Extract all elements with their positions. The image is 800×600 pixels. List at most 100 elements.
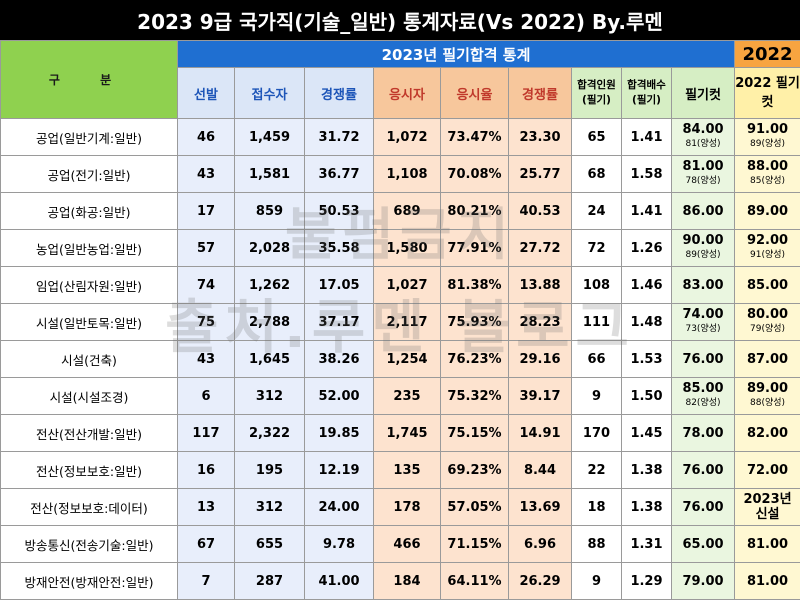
cell-cut: 76.00 <box>672 452 735 489</box>
cell-pass: 68 <box>572 156 622 193</box>
col-pass-count: 합격인원 (필기) <box>572 68 622 119</box>
cell-name: 전산(정보보호:데이터) <box>1 489 178 526</box>
cell-eungsi: 1,072 <box>374 119 441 156</box>
cell-pass: 66 <box>572 341 622 378</box>
cell-rate: 76.23% <box>441 341 509 378</box>
cell-cut: 65.00 <box>672 526 735 563</box>
col-cut: 필기컷 <box>672 68 735 119</box>
cell-mult: 1.38 <box>622 489 672 526</box>
col-eungsi-rate: 응시율 <box>441 68 509 119</box>
cell-cut22: 89.00 <box>735 193 800 230</box>
cell-pass: 22 <box>572 452 622 489</box>
cell-cut: 79.00 <box>672 563 735 600</box>
cell-name: 공업(화공:일반) <box>1 193 178 230</box>
cell-eungsi: 184 <box>374 563 441 600</box>
cell-jeopsu: 859 <box>235 193 305 230</box>
cell-comp1: 37.17 <box>305 304 374 341</box>
cell-name: 공업(전기:일반) <box>1 156 178 193</box>
cell-cut: 76.00 <box>672 341 735 378</box>
cell-seonbal: 57 <box>178 230 235 267</box>
cell-cut-sub: 73(양성) <box>672 322 734 337</box>
cell-pass: 88 <box>572 526 622 563</box>
cell-cut-value: 85.00 <box>672 381 734 396</box>
cell-cut22: 81.00 <box>735 563 800 600</box>
cell-jeopsu: 1,262 <box>235 267 305 304</box>
cell-name: 시설(일반토목:일반) <box>1 304 178 341</box>
cell-comp1: 24.00 <box>305 489 374 526</box>
cell-cut-value: 86.00 <box>672 204 734 219</box>
cell-cut22-sub: 신설 <box>735 507 800 522</box>
cell-comp1: 31.72 <box>305 119 374 156</box>
cell-comp2: 13.88 <box>509 267 572 304</box>
cell-comp1: 36.77 <box>305 156 374 193</box>
cell-mult: 1.53 <box>622 341 672 378</box>
cell-rate: 57.05% <box>441 489 509 526</box>
cell-name: 공업(일반기계:일반) <box>1 119 178 156</box>
cell-jeopsu: 195 <box>235 452 305 489</box>
cell-cut: 86.00 <box>672 193 735 230</box>
cell-cut22-value: 85.00 <box>735 278 800 293</box>
cell-comp1: 12.19 <box>305 452 374 489</box>
cell-rate: 75.32% <box>441 378 509 415</box>
col-seonbal: 선발 <box>178 68 235 119</box>
cell-pass: 72 <box>572 230 622 267</box>
cell-eungsi: 2,117 <box>374 304 441 341</box>
cell-pass: 9 <box>572 563 622 600</box>
cell-mult: 1.26 <box>622 230 672 267</box>
cell-cut-sub: 82(양성) <box>672 396 734 411</box>
cell-pass: 108 <box>572 267 622 304</box>
cell-cut-value: 83.00 <box>672 278 734 293</box>
cell-cut-value: 65.00 <box>672 537 734 552</box>
cell-cut-value: 76.00 <box>672 463 734 478</box>
cell-cut22: 72.00 <box>735 452 800 489</box>
cell-seonbal: 13 <box>178 489 235 526</box>
cell-seonbal: 74 <box>178 267 235 304</box>
cell-cut22-value: 88.00 <box>735 159 800 174</box>
cell-eungsi: 178 <box>374 489 441 526</box>
cell-cut22-value: 92.00 <box>735 233 800 248</box>
cell-pass: 111 <box>572 304 622 341</box>
cell-name: 시설(시설조경) <box>1 378 178 415</box>
cell-cut22-value: 87.00 <box>735 352 800 367</box>
cell-comp2: 26.29 <box>509 563 572 600</box>
cell-comp1: 38.26 <box>305 341 374 378</box>
cell-pass: 65 <box>572 119 622 156</box>
cell-comp1: 9.78 <box>305 526 374 563</box>
cell-comp1: 17.05 <box>305 267 374 304</box>
cell-comp2: 13.69 <box>509 489 572 526</box>
cell-rate: 81.38% <box>441 267 509 304</box>
cell-seonbal: 117 <box>178 415 235 452</box>
cell-eungsi: 1,108 <box>374 156 441 193</box>
cell-name: 전산(정보보호:일반) <box>1 452 178 489</box>
col-eungsi: 응시자 <box>374 68 441 119</box>
cell-comp1: 35.58 <box>305 230 374 267</box>
cell-cut-value: 76.00 <box>672 352 734 367</box>
cell-comp2: 40.53 <box>509 193 572 230</box>
cell-name: 임업(산림자원:일반) <box>1 267 178 304</box>
cell-cut: 76.00 <box>672 489 735 526</box>
header-gubun: 구 분 <box>1 41 178 119</box>
col-jeopsu: 접수자 <box>235 68 305 119</box>
cell-comp2: 39.17 <box>509 378 572 415</box>
cell-cut: 83.00 <box>672 267 735 304</box>
cell-rate: 80.21% <box>441 193 509 230</box>
cell-jeopsu: 287 <box>235 563 305 600</box>
cell-rate: 75.93% <box>441 304 509 341</box>
cell-comp1: 19.85 <box>305 415 374 452</box>
col-competition-taken: 경쟁률 <box>509 68 572 119</box>
cell-cut-sub: 78(양성) <box>672 174 734 189</box>
cell-mult: 1.45 <box>622 415 672 452</box>
cell-cut22: 85.00 <box>735 267 800 304</box>
cell-comp2: 8.44 <box>509 452 572 489</box>
